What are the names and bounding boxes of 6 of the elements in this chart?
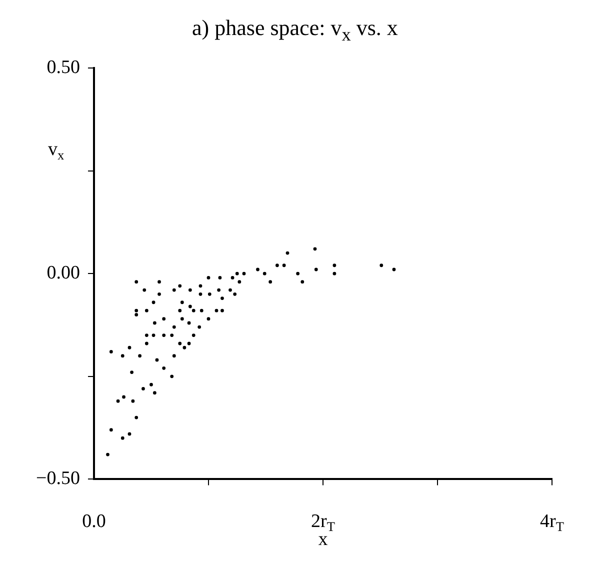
y-tick-label: 0.00 — [46, 262, 80, 284]
chart-title: a) phase space: v$_{x}$ vs. x — [191, 14, 399, 46]
y-tick-label: 0.50 — [46, 56, 80, 78]
y-tick-label: −0.50 — [36, 468, 80, 490]
x-tick-label: 0.0 — [82, 510, 106, 532]
x-axis-title: x — [318, 528, 328, 550]
